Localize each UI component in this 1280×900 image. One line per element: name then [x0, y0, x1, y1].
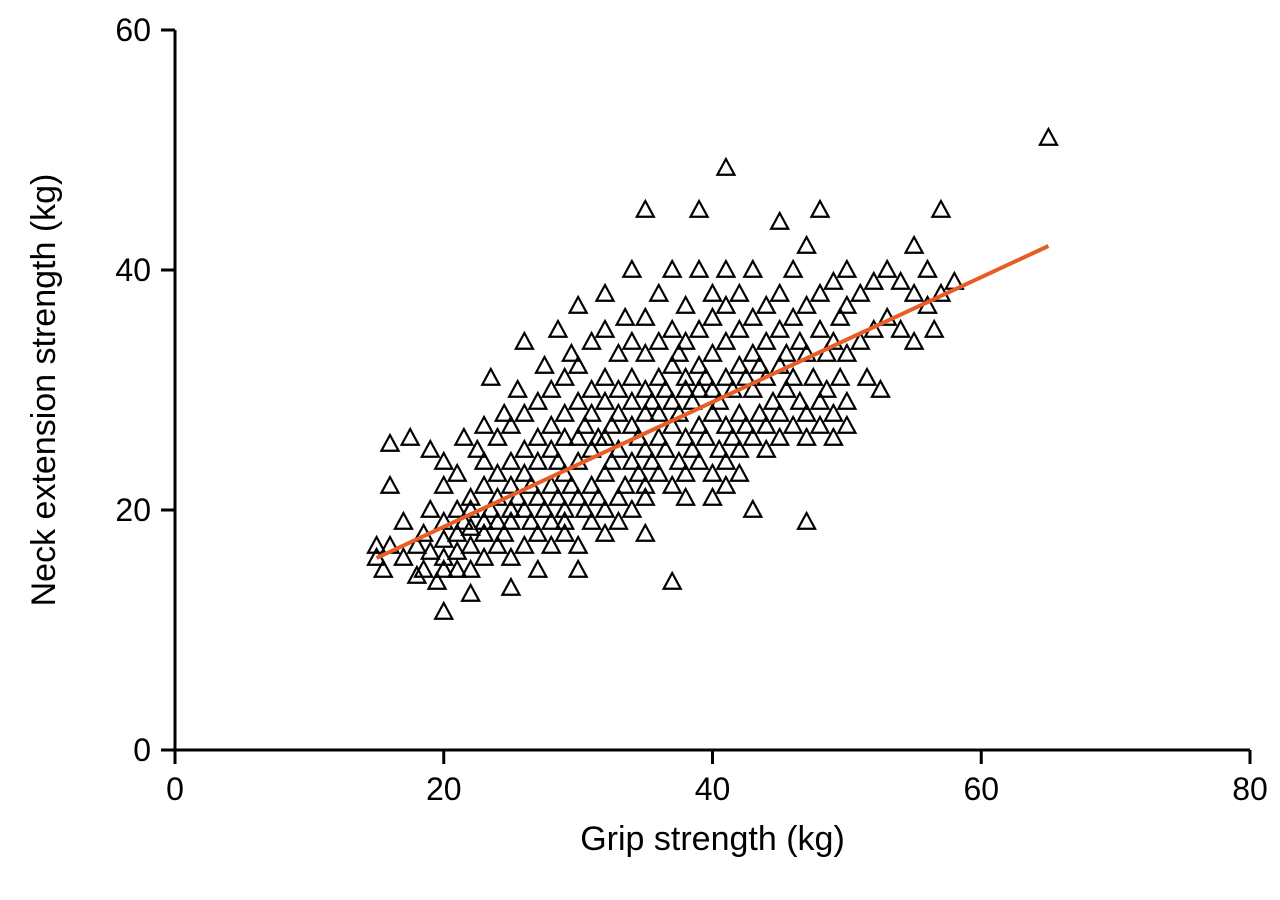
x-tick-label: 80	[1232, 771, 1268, 807]
scatter-chart: 0 20 40 60 80 0 20 40 60 Grip strength (kg) Neck e…	[0, 0, 1280, 900]
x-axis-label: Grip strength (kg)	[580, 820, 845, 858]
y-tick-label: 60	[115, 12, 151, 48]
x-tick-label: 40	[695, 771, 731, 807]
chart-svg: 0 20 40 60 80 0 20 40 60 Grip strength (kg) Neck e…	[0, 0, 1280, 900]
x-tick-label: 60	[963, 771, 999, 807]
y-tick-label: 40	[115, 252, 151, 288]
y-tick-label: 20	[115, 492, 151, 528]
y-tick-label: 0	[133, 732, 151, 768]
y-axis-label: Neck extension strength (kg)	[25, 174, 63, 607]
x-tick-label: 0	[166, 771, 184, 807]
x-tick-label: 20	[426, 771, 462, 807]
